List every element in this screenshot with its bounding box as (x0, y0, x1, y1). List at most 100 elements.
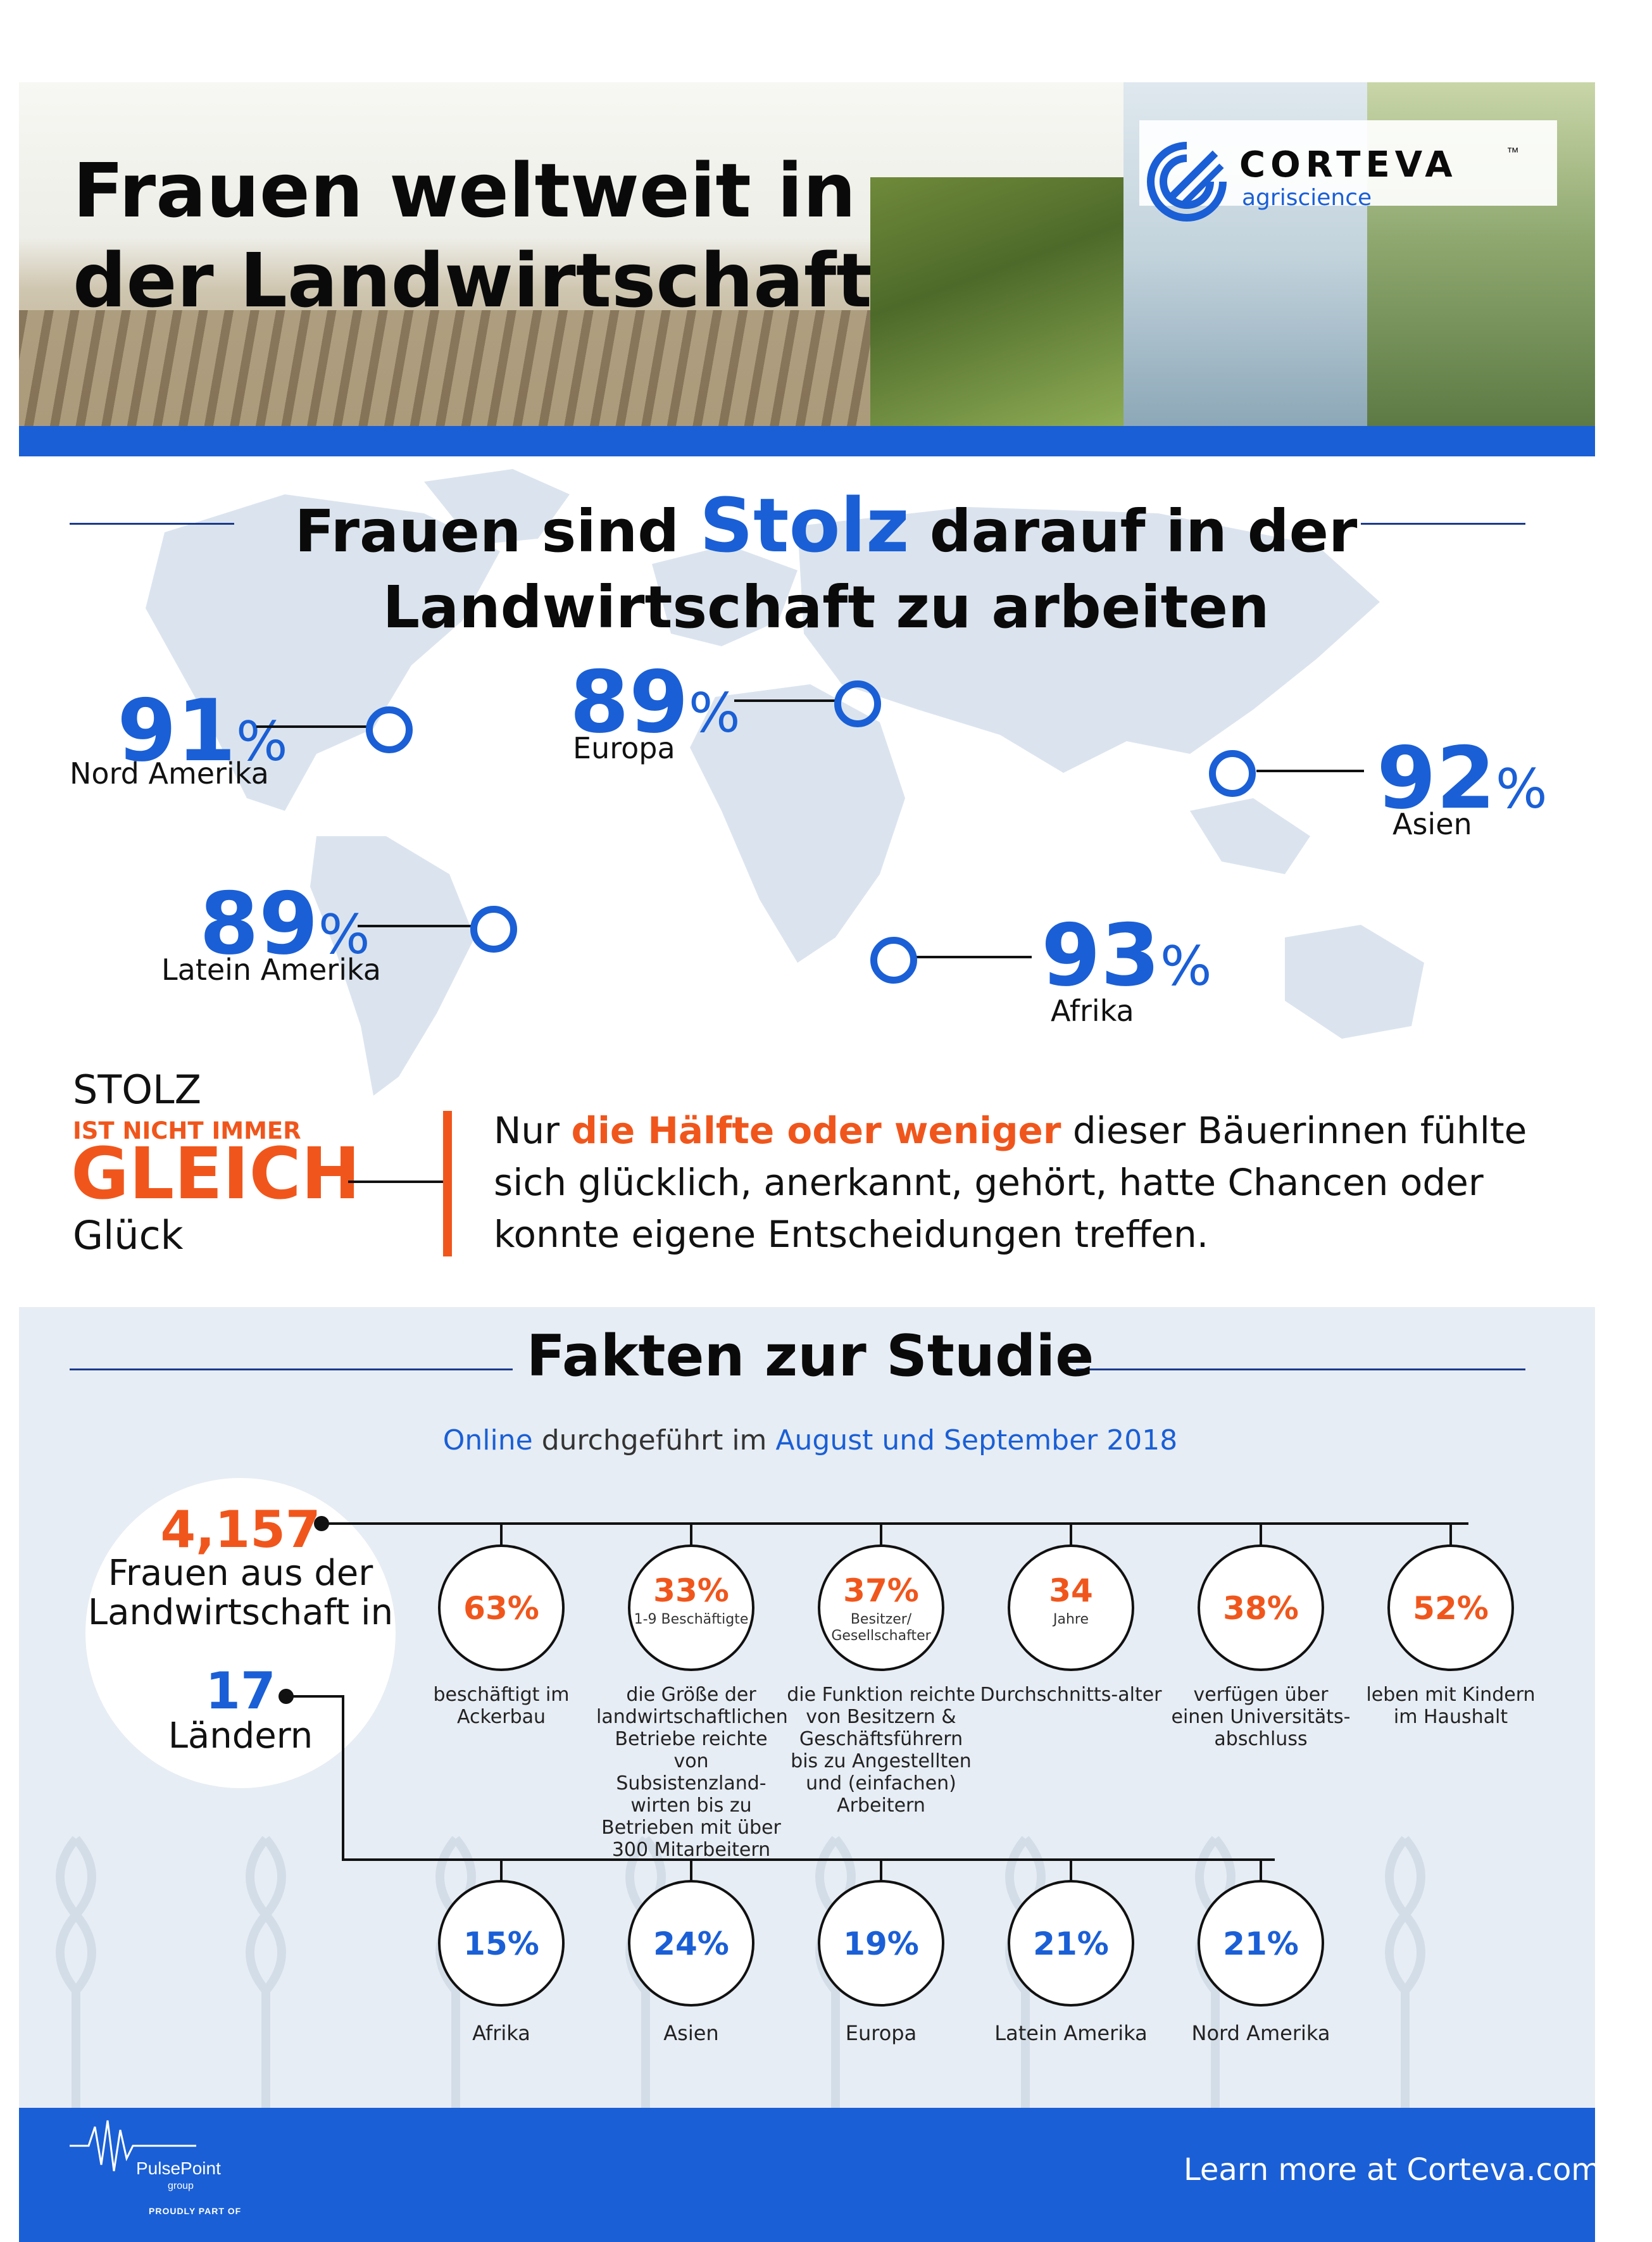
fact-value: 63% (463, 1590, 539, 1627)
pride-title-rule-right (1361, 523, 1525, 525)
fact-value: 37% (843, 1572, 919, 1609)
region-circle-latein-amerika: 21% (1008, 1880, 1134, 2007)
participant-count: 4,157 (160, 1500, 321, 1559)
stat-value: 91 (117, 681, 236, 780)
connector-line (1070, 1858, 1072, 1893)
tea-picker-photo (870, 177, 1136, 427)
region-label: Nord Amerika (1191, 2021, 1330, 2045)
connector-line (342, 1858, 1275, 1861)
stat-afrika-label: Afrika (1051, 994, 1134, 1028)
location-marker-icon (870, 937, 917, 984)
stolz-glueck: Glück (73, 1212, 184, 1258)
pride-heading-post: darauf in der (929, 498, 1358, 565)
connector-line (1256, 770, 1364, 772)
fact-sub: Besitzer/ Gesellschafter (831, 1612, 931, 1644)
percent-sign: % (235, 710, 288, 773)
stat-value: 92 (1377, 729, 1496, 828)
fact-circle-alter: 34 Jahre (1008, 1544, 1134, 1671)
stat-asien-value: 92% (1377, 734, 1548, 834)
fact-desc: leben mit Kindern im Haushalt (1366, 1684, 1536, 1728)
connector-line (256, 725, 367, 728)
pride-title-rule-left (70, 523, 234, 525)
country-count-label: Ländern (168, 1715, 313, 1757)
region-label: Asien (663, 2021, 719, 2045)
connector-line (342, 1695, 344, 1861)
location-marker-icon (470, 906, 517, 953)
header-divider-bar (19, 426, 1595, 456)
partner-proud: PROUDLY PART OF (149, 2206, 242, 2216)
fact-value: 38% (1223, 1590, 1299, 1627)
connector-line (323, 1522, 1468, 1525)
learn-more-link[interactable]: Learn more at Corteva.com (1184, 2152, 1601, 2188)
stat-value: 89 (199, 874, 318, 974)
stat-afrika-value: 93% (1041, 911, 1212, 1011)
region-value: 15% (463, 1926, 539, 1962)
stolz-subtitle: IST NICHT IMMER (73, 1117, 301, 1144)
region-label: Afrika (472, 2021, 530, 2045)
pride-heading-line-2: Landwirtschaft zu arbeiten (382, 573, 1270, 641)
stat-nord-amerika-label: Nord Amerika (70, 756, 269, 791)
region-value: 19% (843, 1926, 919, 1962)
connector-line (880, 1858, 882, 1893)
fact-desc: beschäftigt im Ackerbau (433, 1684, 570, 1728)
connector-line (500, 1522, 503, 1557)
stat-europa-value: 89% (570, 658, 741, 758)
fact-desc: Durchschnitts-alter (980, 1684, 1162, 1706)
brand-name: CORTEVA (1239, 144, 1458, 185)
fact-circle-ackerbau: 63% (438, 1544, 565, 1671)
connector-line (358, 925, 472, 927)
connector-line (690, 1522, 692, 1557)
facts-heading: Fakten zur Studie (526, 1323, 1094, 1389)
facts-sub-online: Online (442, 1424, 533, 1456)
region-value: 21% (1223, 1926, 1299, 1962)
footer (19, 2108, 1595, 2242)
wheat-pattern-background (56, 1836, 1425, 2108)
connector-line (734, 699, 835, 702)
field-photo (19, 310, 880, 427)
pride-heading-pre: Frauen sind (294, 498, 680, 565)
fact-value: 34 (1049, 1572, 1093, 1609)
connector-line (286, 1695, 343, 1698)
region-circle-europa: 19% (818, 1880, 944, 2007)
fact-sub: Jahre (1053, 1612, 1089, 1627)
country-count: 17 (205, 1662, 276, 1720)
facts-subheading: Online durchgeführt im August und Septem… (190, 1424, 1430, 1456)
stat-latein-amerika-label: Latein Amerika (161, 953, 381, 987)
facts-title-rule-left (70, 1368, 513, 1370)
stat-europa-label: Europa (573, 731, 675, 765)
facts-sub-mid: durchgeführt im (541, 1424, 767, 1456)
title-line-1: Frauen weltweit in (73, 147, 856, 234)
percent-sign: % (318, 903, 370, 967)
region-label: Latein Amerika (994, 2021, 1148, 2045)
fact-value: 52% (1413, 1590, 1489, 1627)
fact-circle-betriebsgroesse: 33% 1-9 Beschäftigte (628, 1544, 754, 1671)
connector-line (1260, 1522, 1262, 1557)
stat-nord-amerika-value: 91% (117, 687, 288, 786)
header-banner (19, 82, 1595, 427)
stolz-paragraph: Nur die Hälfte oder weniger dieser Bäuer… (494, 1105, 1582, 1260)
stolz-label: STOLZ (73, 1067, 202, 1113)
percent-sign: % (688, 682, 741, 745)
percent-sign: % (1495, 758, 1548, 821)
fact-circle-kinder: 52% (1387, 1544, 1514, 1671)
pulsepoint-logo-icon (70, 2120, 196, 2172)
stat-value: 89 (570, 653, 689, 752)
facts-title-rule-right (1076, 1368, 1525, 1370)
brand-trademark: ™ (1506, 146, 1519, 160)
fact-desc: die Funktion reichte von Besitzern & Ges… (787, 1684, 975, 1817)
region-label: Europa (845, 2021, 917, 2045)
connector-line (1260, 1858, 1262, 1893)
corteva-logo-icon[interactable] (1146, 141, 1228, 223)
location-marker-icon (1209, 750, 1256, 797)
stolz-text-highlight: die Hälfte oder weniger (571, 1109, 1061, 1152)
location-marker-icon (834, 680, 881, 727)
percent-sign: % (1160, 935, 1212, 998)
fact-value: 33% (653, 1572, 729, 1609)
fact-circle-funktion: 37% Besitzer/ Gesellschafter (818, 1544, 944, 1671)
stolz-text-post: dieser Bäuerinnen fühlte sich glücklich,… (494, 1109, 1527, 1256)
partner-sub: group (168, 2181, 194, 2191)
stat-asien-label: Asien (1392, 807, 1472, 841)
fact-circle-universitaet: 38% (1198, 1544, 1324, 1671)
fact-desc: verfügen über einen Universitäts-abschlu… (1171, 1684, 1351, 1750)
region-value: 24% (653, 1926, 729, 1962)
